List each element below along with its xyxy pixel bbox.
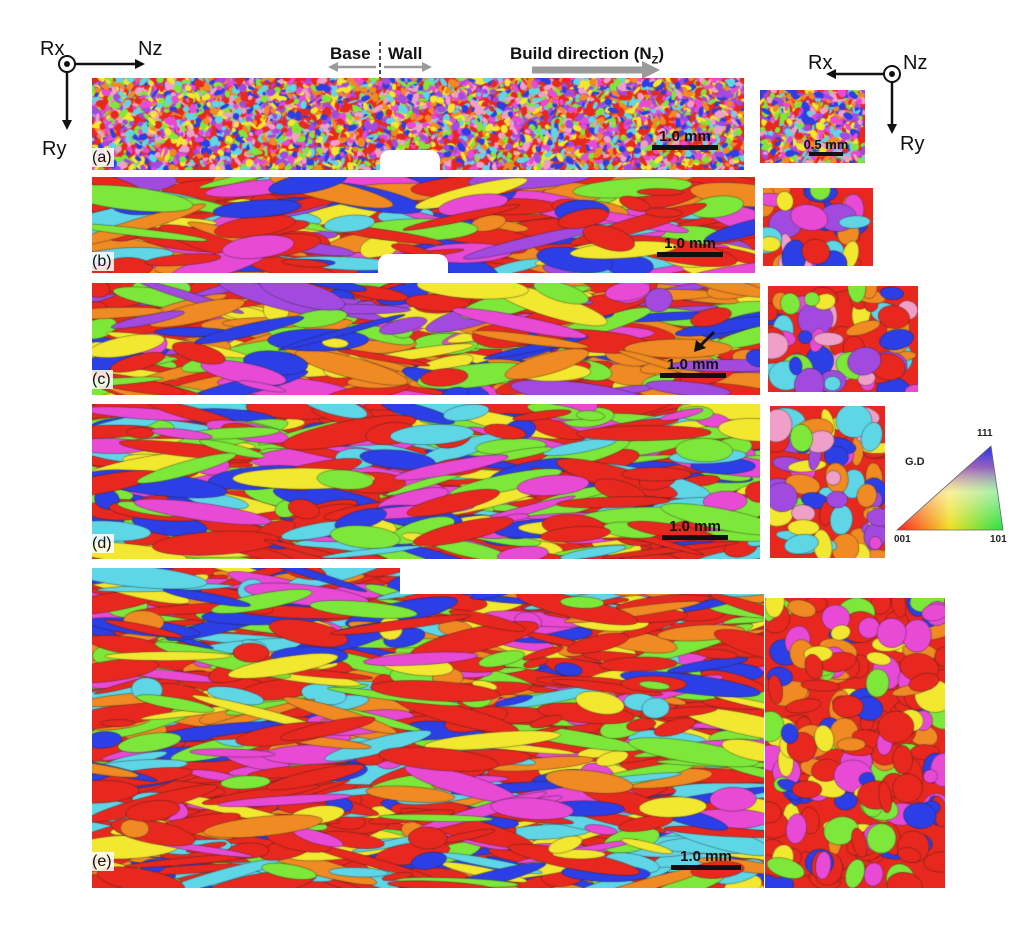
ebsd-map-e <box>92 568 764 888</box>
ipf-title: G.D <box>905 456 925 468</box>
map-edge-notch <box>380 150 440 172</box>
cross-section-a <box>760 90 865 163</box>
cross-section-d <box>770 406 885 558</box>
panel-label-a: (a) <box>90 148 114 167</box>
map-edge-notch <box>378 254 448 276</box>
ipf-triangle-icon <box>895 445 1004 531</box>
ebsd-map-b <box>92 177 755 273</box>
wall-label: Wall <box>388 44 423 63</box>
cross-section-c <box>768 286 918 392</box>
ipf-label-001: 001 <box>894 534 911 545</box>
ebsd-map-d <box>92 404 760 559</box>
ipf-label-101: 101 <box>990 534 1007 545</box>
arrow-annotation-icon <box>694 330 716 352</box>
axis-nz-right-label: Nz <box>903 52 928 74</box>
scale-bar-e: 1.0 mm <box>668 848 744 870</box>
axis-nz-label: Nz <box>138 38 163 60</box>
build-direction-label: Build direction (NZ) <box>510 44 665 67</box>
scale-bar-a: 1.0 mm <box>650 128 720 150</box>
scale-bar-c: 1.0 mm <box>658 356 728 378</box>
scale-bar-d: 1.0 mm <box>660 518 730 540</box>
cross-section-b <box>763 188 873 266</box>
left-axis-arrows-icon <box>58 55 145 130</box>
panel-label-d: (d) <box>90 534 114 553</box>
cross-section-e <box>765 598 945 888</box>
ipf-label-111: 111 <box>977 428 993 439</box>
right-axis-arrows-icon <box>826 65 901 134</box>
scale-bar-b: 1.0 mm <box>655 235 725 257</box>
panel-label-b: (b) <box>90 252 114 271</box>
panel-label-c: (c) <box>90 370 113 389</box>
ebsd-map-c <box>92 283 760 395</box>
direction-arrows-icon <box>328 42 660 79</box>
scale-bar-a-cross: 0.5 mm <box>795 137 857 156</box>
axis-rx-label: Rx <box>40 38 65 60</box>
panel-label-e: (e) <box>90 852 114 871</box>
base-label: Base <box>330 44 371 63</box>
axis-ry-right-label: Ry <box>900 133 925 155</box>
axis-ry-label: Ry <box>42 138 67 160</box>
axis-rx-right-label: Rx <box>808 52 833 74</box>
map-edge-notch <box>400 566 764 594</box>
